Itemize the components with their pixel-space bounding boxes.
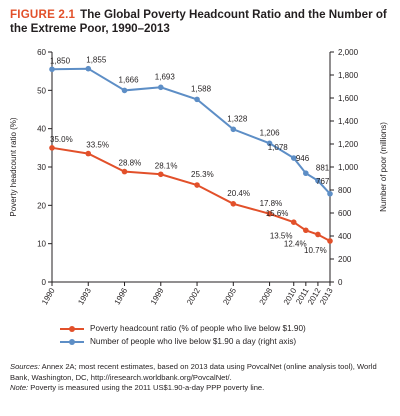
sources-label: Sources: [10, 362, 40, 371]
y2-tick-label: 1,600 [338, 94, 359, 103]
x-tick-label: 1999 [149, 286, 166, 306]
poverty-chart: 010203040506002004006008001,0001,2001,40… [9, 48, 388, 306]
data-label-number: 1,666 [119, 75, 140, 84]
data-label-ratio: 10.7% [304, 246, 327, 255]
y-tick-label: 30 [37, 163, 46, 172]
data-point-ratio [157, 171, 164, 178]
data-label-ratio: 17.8% [260, 199, 283, 208]
data-label-number: 946 [296, 154, 310, 163]
data-point-ratio [230, 201, 237, 207]
legend-item-ratio: Poverty headcount ratio (% of people who… [60, 322, 306, 335]
data-label-ratio: 12.4% [284, 239, 307, 248]
y2-tick-label: 2,000 [338, 48, 359, 57]
data-point-number [303, 170, 309, 177]
y2-axis-title: Number of poor (millions) [379, 122, 388, 212]
data-point-ratio [49, 145, 55, 151]
data-label-number: 881 [316, 164, 330, 173]
x-tick-label: 2002 [185, 286, 202, 306]
legend-item-number: Number of people who live below $1.90 a … [60, 335, 306, 348]
note-line: Note: Poverty is measured using the 2011… [10, 383, 395, 394]
data-label-number: 1,328 [227, 114, 248, 123]
data-label-number: 767 [316, 177, 330, 186]
y2-tick-label: 1,800 [338, 71, 359, 80]
chart-legend: Poverty headcount ratio (% of people who… [60, 322, 306, 348]
x-tick-label: 1993 [76, 286, 93, 306]
legend-dot-number [69, 338, 75, 345]
data-point-number [85, 65, 92, 72]
sources-text: Annex 2A; most recent estimates, based o… [10, 362, 377, 382]
data-label-ratio: 20.4% [227, 189, 250, 198]
data-point-number [157, 84, 164, 91]
data-point-ratio [194, 182, 200, 188]
data-point-ratio [290, 219, 297, 225]
data-point-ratio [327, 238, 333, 244]
data-label-ratio: 15.6% [266, 209, 289, 218]
data-point-number [121, 87, 128, 94]
data-label-number: 1,693 [155, 72, 176, 81]
y-axis-title: Poverty headcount ratio (%) [9, 117, 18, 216]
data-point-ratio [266, 210, 273, 217]
y-tick-label: 10 [37, 240, 46, 249]
data-label-ratio: 33.5% [86, 141, 109, 150]
figure-label: FIGURE 2.1 [10, 8, 76, 21]
legend-swatch-number [60, 337, 84, 347]
data-point-number [194, 96, 200, 103]
data-point-ratio [303, 227, 309, 234]
figure-title: FIGURE 2.1 The Global Poverty Headcount R… [10, 8, 395, 36]
data-point-number [49, 66, 55, 73]
y2-tick-label: 1,200 [338, 140, 359, 149]
note-text: Poverty is measured using the 2011 US$1.… [30, 383, 265, 392]
x-tick-label: 2008 [258, 286, 275, 306]
sources-note: Sources: Annex 2A; most recent estimates… [10, 362, 395, 394]
data-label-ratio: 28.8% [119, 159, 142, 168]
x-tick-label: 1990 [40, 286, 57, 306]
series-points [49, 65, 333, 244]
data-label-ratio: 28.1% [155, 161, 178, 170]
data-label-number: 1,855 [86, 56, 107, 65]
x-tick-label: 2013 [318, 286, 335, 306]
data-label-ratio: 25.3% [191, 170, 214, 179]
data-label-number: 1,078 [268, 143, 289, 152]
y-tick-label: 20 [37, 201, 46, 210]
legend-dot-ratio [69, 325, 75, 332]
legend-label-ratio: Poverty headcount ratio (% of people who… [90, 323, 306, 333]
data-label-number: 1,850 [50, 56, 71, 65]
note-label: Note: [10, 383, 29, 392]
figure-title-text: The Global Poverty Headcount Ratio and t… [10, 8, 387, 35]
y2-tick-label: 400 [338, 232, 352, 241]
data-point-ratio [315, 231, 321, 238]
y-tick-label: 0 [42, 278, 47, 287]
x-tick-label: 1996 [113, 286, 130, 306]
y-tick-label: 60 [37, 48, 46, 57]
data-point-number [266, 140, 273, 147]
data-label-ratio: 35.0% [50, 135, 73, 144]
series-line-ratio [51, 146, 331, 242]
sources-line: Sources: Annex 2A; most recent estimates… [10, 362, 395, 383]
data-point-number [315, 177, 321, 184]
y2-tick-label: 200 [338, 255, 352, 264]
data-point-number [327, 190, 333, 197]
y-tick-label: 40 [37, 125, 46, 134]
y2-tick-label: 800 [338, 186, 352, 195]
data-label-number: 1,206 [260, 128, 281, 137]
x-tick-label: 2005 [221, 286, 238, 306]
y2-tick-label: 1,000 [338, 163, 359, 172]
y2-tick-label: 0 [338, 278, 343, 287]
legend-label-number: Number of people who live below $1.90 a … [90, 336, 297, 346]
data-point-ratio [85, 150, 92, 157]
y2-tick-label: 600 [338, 209, 352, 218]
data-labels: 35.0% 33.5% 28.8% 28.1% 25.3% 20.4% 17.8%15.6%… [50, 56, 330, 255]
y2-tick-label: 1,400 [338, 117, 359, 126]
y-tick-label: 50 [37, 86, 46, 95]
data-point-number [290, 155, 297, 161]
data-label-number: 1,588 [191, 84, 212, 93]
legend-swatch-ratio [60, 324, 84, 334]
data-point-ratio [121, 168, 128, 175]
data-label-ratio: 13.5% [270, 231, 293, 240]
data-point-number [230, 126, 237, 133]
